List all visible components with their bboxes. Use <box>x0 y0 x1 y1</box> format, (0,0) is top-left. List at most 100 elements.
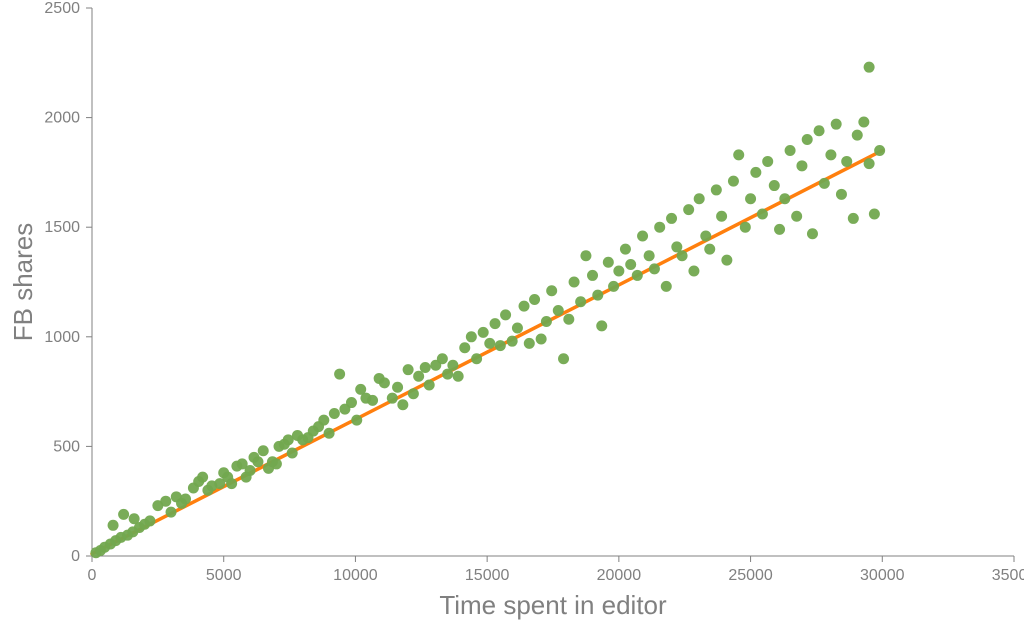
data-point <box>802 134 813 145</box>
data-point <box>108 520 119 531</box>
data-point <box>864 62 875 73</box>
data-point <box>774 224 785 235</box>
data-point <box>694 193 705 204</box>
data-point <box>144 515 155 526</box>
data-point <box>420 362 431 373</box>
data-point <box>836 189 847 200</box>
x-axis-title: Time spent in editor <box>439 590 667 620</box>
data-point <box>852 130 863 141</box>
x-tick-label: 5000 <box>206 567 242 584</box>
data-point <box>226 478 237 489</box>
data-point <box>825 149 836 160</box>
data-point <box>197 472 208 483</box>
data-point <box>324 428 335 439</box>
data-point <box>608 281 619 292</box>
data-point <box>762 156 773 167</box>
scatter-series <box>90 62 885 559</box>
data-point <box>387 393 398 404</box>
data-point <box>541 316 552 327</box>
data-point <box>553 305 564 316</box>
data-point <box>558 353 569 364</box>
data-point <box>453 371 464 382</box>
data-point <box>129 513 140 524</box>
data-point <box>740 222 751 233</box>
data-point <box>524 338 535 349</box>
data-point <box>733 149 744 160</box>
y-tick-label: 1500 <box>44 219 80 236</box>
data-point <box>500 309 511 320</box>
y-tick-label: 0 <box>71 548 80 565</box>
data-point <box>831 119 842 130</box>
data-point <box>287 447 298 458</box>
x-tick-label: 15000 <box>465 567 510 584</box>
data-point <box>180 494 191 505</box>
data-point <box>403 364 414 375</box>
data-point <box>700 230 711 241</box>
data-point <box>563 314 574 325</box>
data-point <box>437 353 448 364</box>
data-point <box>118 509 129 520</box>
data-point <box>769 180 780 191</box>
data-point <box>160 496 171 507</box>
data-point <box>379 377 390 388</box>
data-point <box>346 397 357 408</box>
data-point <box>654 222 665 233</box>
data-point <box>683 204 694 215</box>
x-tick-label: 35000 <box>992 567 1024 584</box>
x-tick-label: 25000 <box>728 567 773 584</box>
data-point <box>796 160 807 171</box>
data-point <box>329 408 340 419</box>
data-point <box>245 465 256 476</box>
data-point <box>632 270 643 281</box>
data-point <box>495 340 506 351</box>
data-point <box>791 211 802 222</box>
y-tick-label: 2500 <box>44 0 80 17</box>
y-axis-title: FB shares <box>8 223 38 342</box>
data-point <box>397 399 408 410</box>
data-point <box>750 167 761 178</box>
data-point <box>864 158 875 169</box>
data-point <box>644 250 655 261</box>
data-point <box>587 270 598 281</box>
y-tick-label: 500 <box>53 438 80 455</box>
data-point <box>779 193 790 204</box>
data-point <box>392 382 403 393</box>
data-point <box>637 230 648 241</box>
data-point <box>252 456 263 467</box>
data-point <box>814 125 825 136</box>
data-point <box>785 145 796 156</box>
data-point <box>490 318 501 329</box>
data-point <box>334 369 345 380</box>
data-point <box>318 415 329 426</box>
data-point <box>716 211 727 222</box>
x-tick-label: 10000 <box>333 567 378 584</box>
data-point <box>613 266 624 277</box>
data-point <box>807 228 818 239</box>
data-point <box>258 445 269 456</box>
data-point <box>869 209 880 220</box>
data-point <box>819 178 830 189</box>
chart-svg: 0500010000150002000025000300003500005001… <box>0 0 1024 636</box>
data-point <box>408 388 419 399</box>
data-point <box>466 331 477 342</box>
data-point <box>569 277 580 288</box>
data-point <box>721 255 732 266</box>
data-point <box>874 145 885 156</box>
data-point <box>271 458 282 469</box>
data-point <box>367 395 378 406</box>
data-point <box>711 184 722 195</box>
data-point <box>478 327 489 338</box>
data-point <box>620 244 631 255</box>
data-point <box>596 320 607 331</box>
data-point <box>841 156 852 167</box>
data-point <box>603 257 614 268</box>
y-tick-label: 1000 <box>44 329 80 346</box>
y-tick-label: 2000 <box>44 110 80 127</box>
data-point <box>166 507 177 518</box>
data-point <box>484 338 495 349</box>
data-point <box>575 296 586 307</box>
x-tick-label: 20000 <box>597 567 642 584</box>
data-point <box>519 301 530 312</box>
data-point <box>459 342 470 353</box>
data-point <box>661 281 672 292</box>
